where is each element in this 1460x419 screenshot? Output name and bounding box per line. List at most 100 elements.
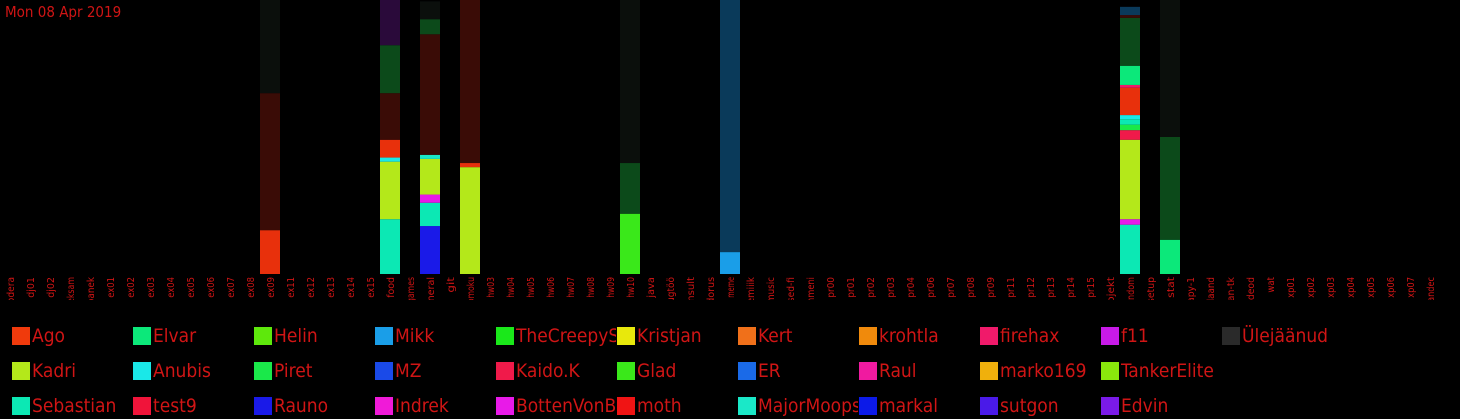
bar-segment-general-2 — [420, 194, 440, 203]
bar-segment-random-9 — [1120, 65, 1140, 85]
bar-segment-random-2 — [1120, 139, 1140, 220]
legend-label: Piret — [274, 360, 313, 382]
bar-segment-food-1 — [380, 161, 400, 220]
x-tick-label: koridorus — [706, 277, 717, 300]
x-tick-label: hw04 — [506, 277, 517, 298]
x-tick-label: pr06 — [926, 277, 937, 298]
x-tick-label: ex05 — [186, 277, 197, 298]
legend-swatch — [133, 362, 151, 380]
legend-label: MZ — [395, 360, 422, 382]
x-tick-label: hw08 — [586, 277, 597, 298]
x-tick-label: dj01 — [26, 277, 37, 298]
x-tick-label: pr04 — [906, 277, 917, 298]
bar-segment-general-0 — [420, 226, 440, 274]
x-tick-label: ex09 — [266, 277, 277, 298]
legend-swatch — [980, 397, 998, 415]
legend-label: Mikk — [395, 325, 435, 347]
legend-label: Edvin — [1121, 395, 1169, 417]
legend-swatch — [738, 362, 756, 380]
x-tick-label: vegan-tk — [1226, 277, 1237, 300]
legend-item: TheCreepySh — [496, 324, 616, 348]
bar-segment-ex09-0 — [260, 230, 280, 274]
bar-segment-hw10-1 — [620, 163, 640, 214]
x-tick-label: dj02 — [46, 277, 57, 298]
x-tick-label: pr00 — [826, 277, 837, 298]
x-tick-label: music — [766, 277, 777, 300]
x-tick-label: ex03 — [146, 277, 157, 298]
legend-swatch — [980, 327, 998, 345]
legend-item: Ago — [12, 324, 132, 348]
bar-segment-stat-2 — [1160, 0, 1180, 137]
bar-segment-random-11 — [1120, 15, 1140, 18]
legend-item: Kert — [738, 324, 858, 348]
x-tick-label: git — [446, 277, 457, 293]
legend-swatch — [496, 327, 514, 345]
legend-label: Anubis — [153, 360, 211, 382]
legend-item: krohtla — [859, 324, 979, 348]
legend-swatch — [12, 327, 30, 345]
legend-swatch — [1222, 327, 1240, 345]
x-tick-label: xp06 — [1386, 277, 1397, 298]
legend-swatch — [738, 327, 756, 345]
x-tick-label: ex15 — [366, 277, 377, 298]
x-tick-label: pr07 — [946, 277, 957, 298]
legend-label: Sebastian — [32, 395, 117, 417]
legend-swatch — [12, 397, 30, 415]
legend-swatch — [617, 397, 635, 415]
date-label: Mon 08 Apr 2019 — [5, 3, 122, 21]
x-tick-label: pr08 — [966, 277, 977, 298]
legend-swatch — [496, 362, 514, 380]
bar-segment-random-4 — [1120, 124, 1140, 131]
legend-label: TheCreepySh — [516, 325, 616, 347]
bar-segment-random-8 — [1120, 84, 1140, 88]
legend-label: sutgon — [1000, 395, 1059, 417]
legend-item: TankerElite — [1101, 359, 1221, 383]
legend-swatch — [254, 362, 272, 380]
x-tick-label: xp02 — [1306, 277, 1317, 298]
x-tick-label: xp07 — [1406, 277, 1417, 298]
bar-segment-random-6 — [1120, 115, 1140, 120]
bar-segment-food-5 — [380, 45, 400, 94]
x-tick-label: food — [386, 277, 397, 298]
bar-segment-gomoku-1 — [460, 163, 480, 168]
bar-segment-general-6 — [420, 19, 440, 35]
x-tick-label: hw06 — [546, 277, 557, 298]
legend-swatch — [375, 327, 393, 345]
legend-label: Glad — [637, 360, 677, 382]
bar-segment-food-4 — [380, 93, 400, 140]
legend-label: Elvar — [153, 325, 197, 347]
x-tick-label: mittemiiik — [746, 277, 757, 300]
x-tick-label: pr12 — [1026, 277, 1037, 298]
legend-item: Anubis — [133, 359, 253, 383]
legend-item: sutgon — [980, 394, 1100, 418]
x-tick-label: java — [646, 277, 657, 299]
legend-item: Kadri — [12, 359, 132, 383]
legend-swatch — [254, 397, 272, 415]
legend-swatch — [859, 362, 877, 380]
x-tick-label: xp01 — [1286, 277, 1297, 298]
x-tick-label: hw10 — [626, 277, 637, 298]
legend-swatch — [859, 327, 877, 345]
legend-item: Kaido.K — [496, 359, 616, 383]
legend-label: Kert — [758, 325, 793, 347]
legend-item: MZ — [375, 359, 495, 383]
x-tick-label: ex07 — [226, 277, 237, 298]
legend-label: markal — [879, 395, 938, 417]
legend-swatch — [375, 362, 393, 380]
x-tick-label: ex08 — [246, 277, 257, 298]
bar-segment-random-1 — [1120, 219, 1140, 225]
legend-item: Raul — [859, 359, 979, 383]
x-tick-label: xp04 — [1346, 277, 1357, 298]
legend-item: markal — [859, 394, 979, 418]
x-tick-label: setup — [1146, 277, 1157, 300]
bar-segment-general-3 — [420, 158, 440, 195]
bar-segment-general-7 — [420, 1, 440, 20]
bar-segment-hw10-2 — [620, 0, 640, 164]
legend-label: TankerElite — [1121, 360, 1214, 382]
bar-segment-gomoku-0 — [460, 167, 480, 274]
bar-segment-food-6 — [380, 0, 400, 46]
legend-swatch — [617, 327, 635, 345]
bar-segment-random-7 — [1120, 87, 1140, 116]
bar-segment-food-2 — [380, 157, 400, 162]
x-tick-label: olulised-fi — [786, 277, 797, 300]
